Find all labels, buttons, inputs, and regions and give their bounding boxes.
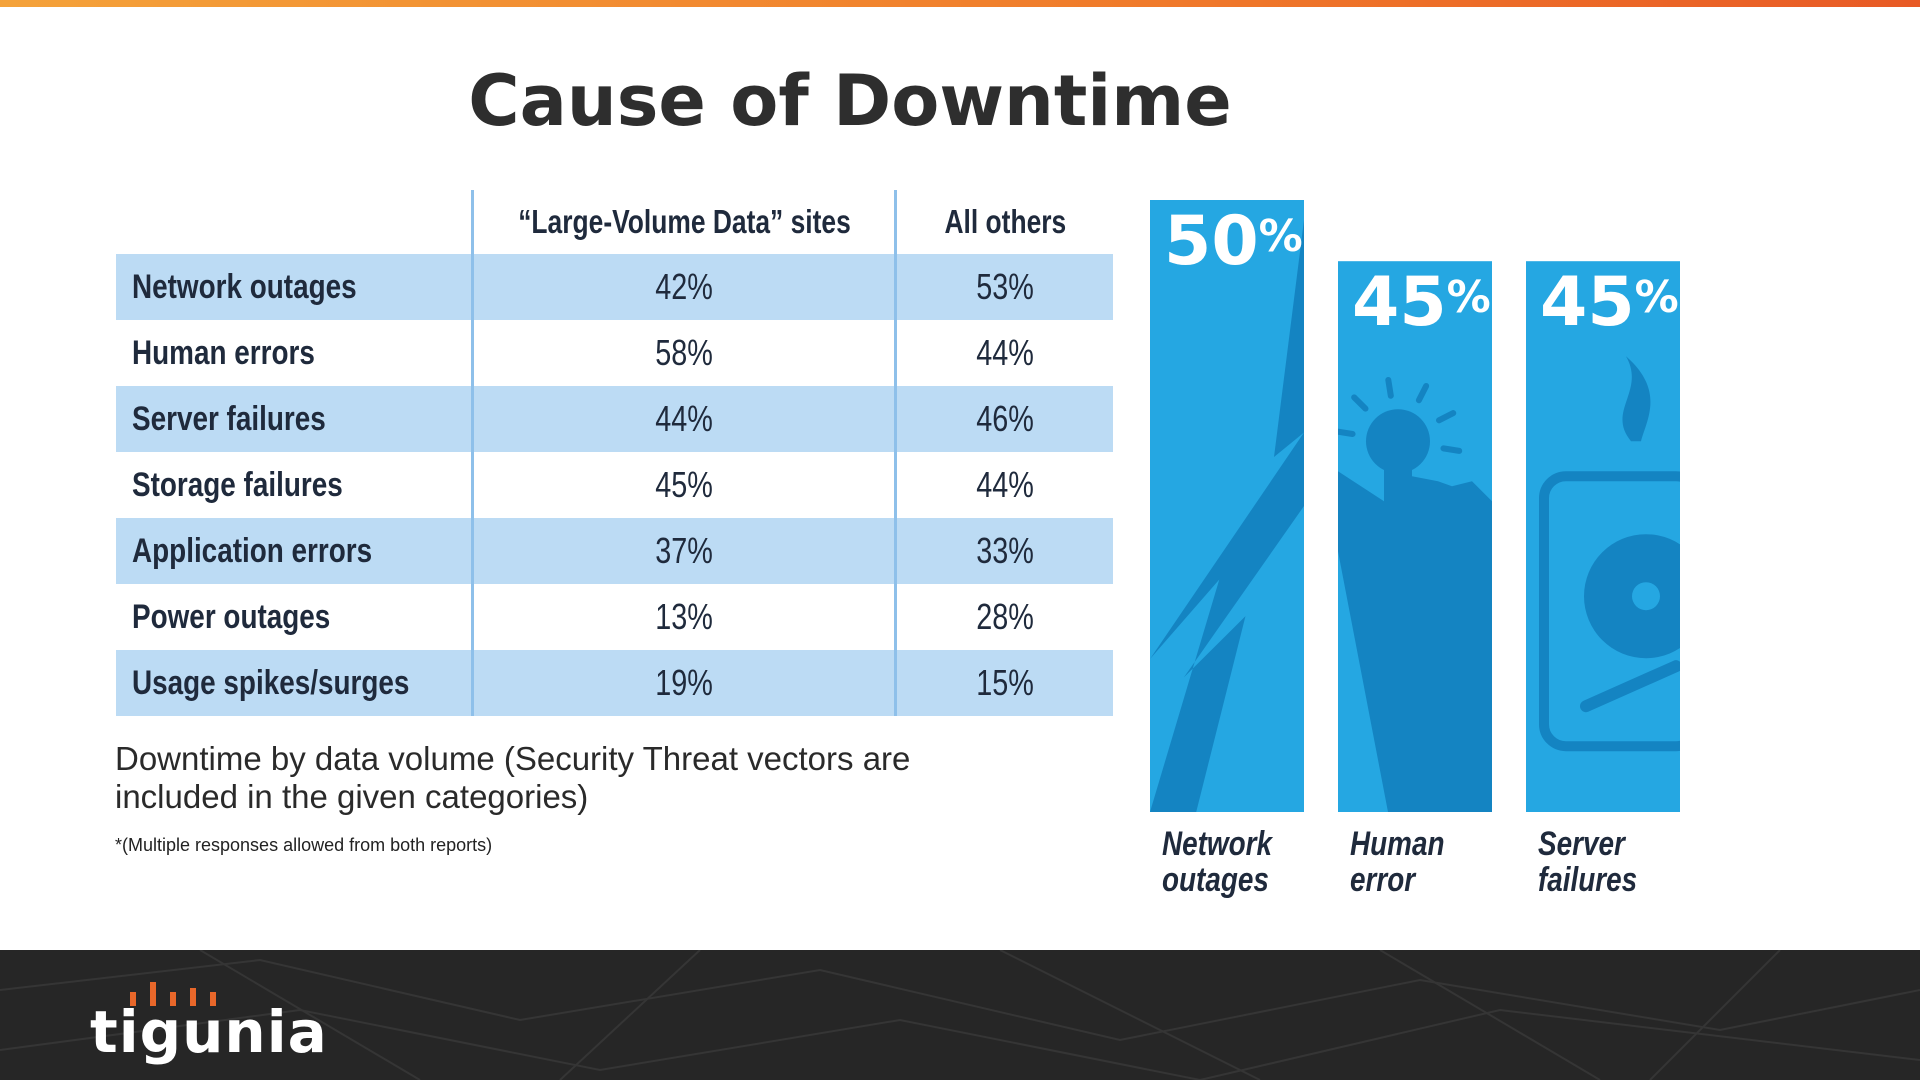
bar-category-label: Network outages	[1162, 826, 1293, 898]
large-volume-value: 45%	[655, 464, 714, 505]
row-label: Human errors	[132, 333, 315, 372]
footer-bar: tigunia	[0, 950, 1920, 1080]
row-label: Storage failures	[132, 465, 343, 504]
table-row: Server failures 44% 46%	[116, 386, 1114, 452]
row-label: Usage spikes/surges	[132, 663, 410, 702]
bar-value-label: 50%	[1164, 202, 1303, 281]
table-row: Power outages 13% 28%	[116, 584, 1114, 650]
table-header-row: “Large-Volume Data” sites All others	[116, 190, 1113, 254]
bar-value-digits: 45	[1352, 263, 1447, 343]
touch-ray-icon	[1351, 394, 1369, 412]
large-volume-value: 58%	[655, 332, 714, 373]
bar-category-line: Server	[1538, 825, 1625, 863]
bar-value-unit: %	[1446, 272, 1491, 324]
header-large-volume: “Large-Volume Data” sites	[513, 190, 854, 254]
bar-value-digits: 50	[1164, 202, 1259, 281]
row-label: Server failures	[132, 399, 326, 438]
bar-value-digits: 45	[1540, 263, 1635, 343]
large-volume-value: 42%	[655, 266, 714, 307]
hand-icon	[1338, 441, 1492, 812]
large-volume-value: 13%	[655, 596, 714, 637]
all-others-value: 44%	[976, 464, 1035, 505]
all-others-value: 46%	[976, 398, 1035, 439]
logo-wordmark: tigunia	[90, 998, 328, 1066]
slide-title: Cause of Downtime	[468, 60, 1232, 142]
row-label: Network outages	[132, 267, 357, 306]
row-label: Power outages	[132, 597, 331, 636]
top-accent-stripe	[0, 0, 1920, 7]
bar-category-line: Human	[1350, 825, 1445, 863]
bar-group	[1338, 261, 1492, 812]
all-others-value: 15%	[976, 662, 1035, 703]
bar-value-label: 45%	[1540, 263, 1679, 342]
bar-category-label: Server failures	[1538, 826, 1669, 898]
touch-ray-icon	[1415, 382, 1430, 404]
large-volume-value: 19%	[655, 662, 714, 703]
smoke-icon	[1622, 356, 1651, 442]
read-arm-icon	[1580, 660, 1680, 713]
table-row: Application errors 37% 33%	[116, 518, 1114, 584]
bar-icon-group	[1150, 220, 1304, 812]
table-row: Human errors 58% 44%	[116, 320, 1114, 386]
footnote: *(Multiple responses allowed from both r…	[115, 835, 493, 855]
bar-category-line: error	[1350, 861, 1416, 899]
hard-drive-icon	[1539, 471, 1680, 752]
table-row: Storage failures 45% 44%	[116, 452, 1114, 518]
bar-value-unit: %	[1634, 272, 1679, 324]
logo-bars-icon	[130, 982, 216, 1006]
bar-group	[1150, 200, 1304, 812]
all-others-value: 53%	[976, 266, 1035, 307]
bar-category-line: Network	[1162, 825, 1272, 863]
touch-ray-icon	[1435, 410, 1457, 424]
table-caption: Downtime by data volume (Security Threat…	[115, 740, 911, 815]
downtime-table: “Large-Volume Data” sites All others Net…	[116, 190, 1114, 716]
footer-pattern	[0, 950, 1920, 1080]
table-row: Network outages 42% 53%	[116, 254, 1114, 320]
bar-category-line: outages	[1162, 861, 1269, 899]
header-all-others: All others	[916, 190, 1092, 254]
all-others-value: 28%	[976, 596, 1035, 637]
touch-ray-icon	[1338, 428, 1356, 438]
all-others-value: 33%	[976, 530, 1035, 571]
bar-group	[1526, 261, 1680, 812]
bar-icon-group	[1539, 356, 1680, 752]
table-row: Usage spikes/surges 19% 15%	[116, 650, 1114, 716]
bar-category-line: failures	[1538, 861, 1638, 899]
large-volume-value: 37%	[655, 530, 714, 571]
all-others-value: 44%	[976, 332, 1035, 373]
header-cell-empty	[152, 190, 437, 254]
touch-ray-icon	[1440, 445, 1463, 454]
lightning-icon	[1150, 220, 1304, 812]
touch-ray-icon	[1385, 376, 1394, 399]
bar-chart-canvas	[1150, 200, 1680, 812]
large-volume-value: 44%	[655, 398, 714, 439]
bar-value-label: 45%	[1352, 263, 1491, 342]
bar-category-label: Human error	[1350, 826, 1481, 898]
spindle-icon	[1632, 582, 1660, 611]
bar-value-unit: %	[1258, 211, 1303, 262]
row-label: Application errors	[132, 531, 373, 570]
bar-icon-group	[1338, 376, 1492, 812]
